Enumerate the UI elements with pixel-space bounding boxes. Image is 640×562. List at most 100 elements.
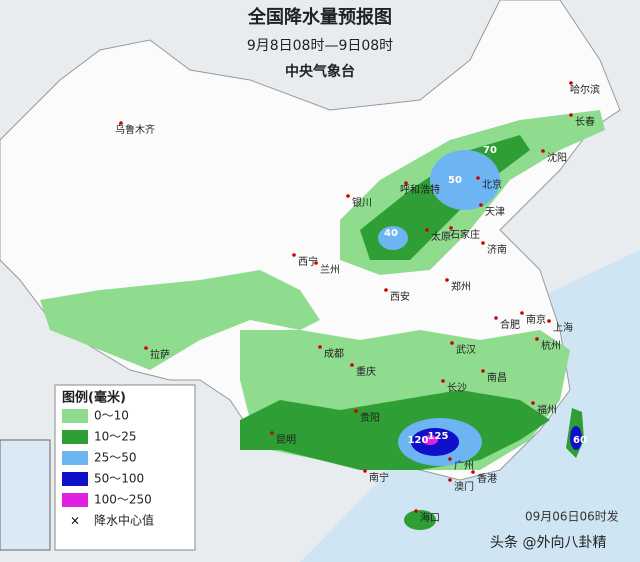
city-label: 沈阳: [547, 151, 567, 164]
city-label: 武汉: [456, 343, 476, 356]
city-label: 北京: [482, 178, 502, 191]
city-label: 福州: [537, 403, 557, 416]
legend-marker: ×: [70, 514, 80, 528]
city-label: 香港: [477, 473, 497, 485]
issuer: 中央气象台: [285, 63, 355, 80]
city-dot: [569, 81, 573, 85]
legend-title: 图例(毫米): [62, 390, 126, 406]
city-dot: [481, 369, 485, 373]
city-dot: [119, 121, 123, 125]
city-label: 南宁: [369, 471, 389, 484]
city-dot: [425, 228, 429, 232]
city-label: 太原: [431, 230, 451, 243]
city-dot: [445, 278, 449, 282]
inset-map: [0, 439, 51, 551]
rain-area-heavy-rainstorm: [422, 435, 438, 445]
city-label: 西安: [390, 290, 410, 303]
watermark: 头条 @外向八卦精: [490, 534, 606, 551]
city-dot: [346, 194, 350, 198]
city-label: 济南: [487, 243, 507, 256]
rain-center-value: 125: [428, 431, 449, 442]
city-dot: [448, 457, 452, 461]
rain-center-value: 40: [384, 228, 398, 239]
city-label: 合肥: [500, 318, 520, 331]
city-label: 广州: [454, 460, 474, 472]
city-label: 银川: [352, 196, 372, 209]
legend-label: 100～250: [94, 493, 152, 507]
city-dot: [404, 181, 408, 185]
city-label: 郑州: [451, 280, 471, 293]
city-dot: [270, 431, 274, 435]
city-label: 杭州: [541, 339, 561, 352]
city-dot: [471, 470, 475, 474]
city-dot: [292, 253, 296, 257]
city-dot: [449, 226, 453, 230]
legend-items: 0～10 10～25 25～50 50～100 100～250 × 降水中心值: [62, 409, 154, 528]
period: 9月8日08时—9日08时: [247, 38, 393, 54]
rain-area-heavy: [430, 150, 500, 210]
city-label: 南昌: [487, 371, 507, 384]
title: 全国降水量预报图: [247, 6, 392, 28]
city-dot: [476, 176, 480, 180]
legend-swatch: [62, 451, 88, 465]
city-label: 拉萨: [150, 348, 170, 361]
rain-centers: 70 50 40 120 125 60: [384, 145, 587, 446]
city-label: 乌鲁木齐: [115, 123, 155, 136]
rain-center-value: 120: [408, 435, 429, 446]
city-dot: [479, 203, 483, 207]
city-label: 上海: [553, 321, 573, 334]
legend-swatch: [62, 430, 88, 444]
city-dot: [481, 241, 485, 245]
city-label: 贵阳: [360, 411, 380, 424]
city-dot: [531, 401, 535, 405]
legend-label: 10～25: [94, 430, 137, 444]
city-label: 兰州: [320, 263, 340, 276]
legend-label: 0～10: [94, 409, 129, 423]
city-dot: [448, 478, 452, 482]
legend-swatch: [62, 472, 88, 486]
legend-label: 降水中心值: [94, 513, 154, 528]
city-dot: [441, 379, 445, 383]
legend-label: 25～50: [94, 451, 137, 465]
city-dot: [494, 316, 498, 320]
city-label: 海口: [420, 511, 440, 524]
city-dot: [314, 261, 318, 265]
rain-center-value: 70: [483, 145, 497, 156]
city-label: 西宁: [298, 255, 318, 268]
city-dot: [535, 337, 539, 341]
city-dot: [384, 288, 388, 292]
city-dot: [541, 149, 545, 153]
city-dot: [547, 319, 551, 323]
city-label: 长春: [575, 116, 595, 128]
city-dot: [318, 345, 322, 349]
legend-swatch: [62, 493, 88, 507]
city-label: 天津: [485, 206, 505, 218]
city-label: 长沙: [447, 382, 467, 394]
city-label: 呼和浩特: [400, 184, 440, 196]
city-dot: [363, 469, 367, 473]
rain-area-heavy: [378, 226, 408, 250]
rain-area-light: [40, 270, 320, 370]
hainan: [404, 510, 436, 530]
city-label: 石家庄: [450, 228, 480, 241]
city-dot: [144, 346, 148, 350]
city-dot: [350, 363, 354, 367]
legend-label: 50～100: [94, 472, 144, 486]
city-dot: [414, 509, 418, 513]
city-label: 澳门: [454, 480, 474, 493]
city-label: 昆明: [276, 434, 296, 446]
city-label: 哈尔滨: [570, 83, 600, 96]
city-dot: [569, 113, 573, 117]
city-dot: [354, 409, 358, 413]
city-label: 重庆: [356, 365, 376, 378]
rain-center-value: 50: [448, 175, 462, 186]
city-dot: [450, 341, 454, 345]
city-label: 成都: [324, 348, 344, 360]
issued-time: 09月06日06时发: [525, 509, 619, 524]
rain-center-value: 60: [573, 435, 587, 446]
legend-swatch: [62, 409, 88, 423]
rain-area-rainstorm: [570, 426, 582, 450]
city-label: 南京: [526, 313, 546, 326]
